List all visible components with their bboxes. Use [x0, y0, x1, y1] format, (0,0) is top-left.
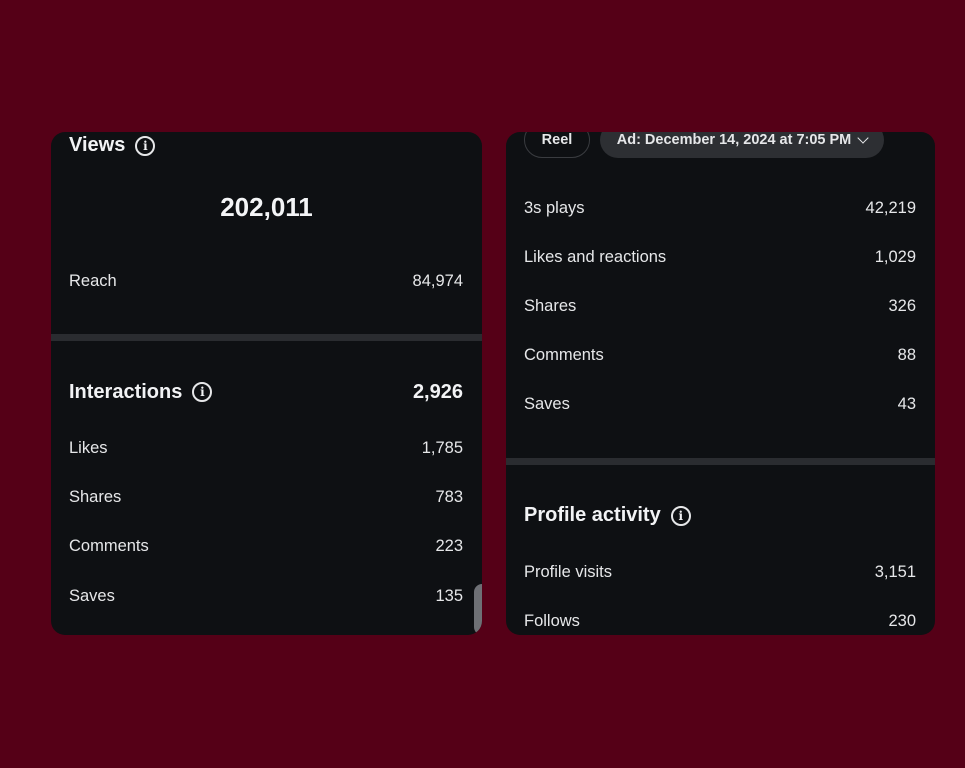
reach-label: Reach	[69, 271, 117, 290]
profile-title-label: Profile activity	[524, 504, 661, 526]
list-item: Likes and reactions 1,029	[524, 245, 916, 269]
list-item: Profile visits 3,151	[524, 560, 916, 584]
item-label: Comments	[524, 345, 604, 364]
divider	[506, 458, 935, 465]
item-value: 783	[435, 487, 463, 506]
item-value: 1,785	[421, 438, 463, 457]
item-value: 230	[888, 611, 916, 630]
item-label: Comments	[69, 536, 149, 555]
item-value: 88	[897, 345, 916, 364]
reach-value: 84,974	[412, 271, 463, 290]
item-label: Likes	[69, 438, 108, 457]
item-value: 3,151	[874, 562, 916, 581]
list-item: Follows 230	[524, 609, 916, 633]
views-title: Views i	[69, 134, 156, 157]
item-value: 1,029	[874, 247, 916, 266]
ad-date-dropdown[interactable]: Ad: December 14, 2024 at 7:05 PM	[600, 132, 884, 158]
item-value: 223	[435, 536, 463, 555]
interactions-header: Interactions i 2,926	[69, 380, 463, 404]
insights-panel-right: Reel Ad: December 14, 2024 at 7:05 PM 3s…	[506, 132, 935, 635]
list-item: Saves 43	[524, 392, 916, 416]
item-value: 135	[435, 586, 463, 605]
item-value: 43	[897, 394, 916, 413]
list-item: Shares 783	[69, 485, 463, 509]
list-item: Likes 1,785	[69, 436, 463, 460]
item-label: Profile visits	[524, 562, 613, 581]
item-label: 3s plays	[524, 198, 585, 217]
reach-row: Reach 84,974	[69, 269, 463, 293]
list-item: 3s plays 42,219	[524, 196, 916, 220]
info-icon[interactable]: i	[192, 382, 213, 402]
chevron-down-icon	[857, 132, 869, 144]
item-value: 326	[888, 296, 916, 315]
list-item: Comments 88	[524, 343, 916, 367]
list-item: Saves 135	[69, 584, 463, 608]
views-value: 202,011	[220, 192, 313, 222]
scrollbar[interactable]	[474, 584, 482, 635]
item-label: Follows	[524, 611, 580, 630]
item-value: 42,219	[865, 198, 916, 217]
item-label: Likes and reactions	[524, 247, 667, 266]
item-label: Shares	[69, 487, 122, 506]
profile-activity-title: Profile activity i	[524, 504, 691, 527]
info-icon[interactable]: i	[135, 135, 156, 156]
interactions-title: Interactions	[69, 380, 183, 403]
interactions-total: 2,926	[412, 380, 463, 403]
list-item: Shares 326	[524, 294, 916, 318]
divider	[51, 334, 482, 341]
views-label: Views	[69, 134, 126, 156]
reel-filter-chip[interactable]: Reel	[524, 132, 590, 158]
list-item: Comments 223	[69, 534, 463, 558]
insights-panel-left: Views i 202,011 Reach 84,974 Interactions i…	[51, 132, 482, 635]
ad-date-label: Ad: December 14, 2024 at 7:05 PM	[616, 132, 852, 148]
item-label: Saves	[69, 586, 115, 605]
info-icon[interactable]: i	[670, 505, 691, 526]
item-label: Saves	[524, 394, 570, 413]
item-label: Shares	[524, 296, 577, 315]
